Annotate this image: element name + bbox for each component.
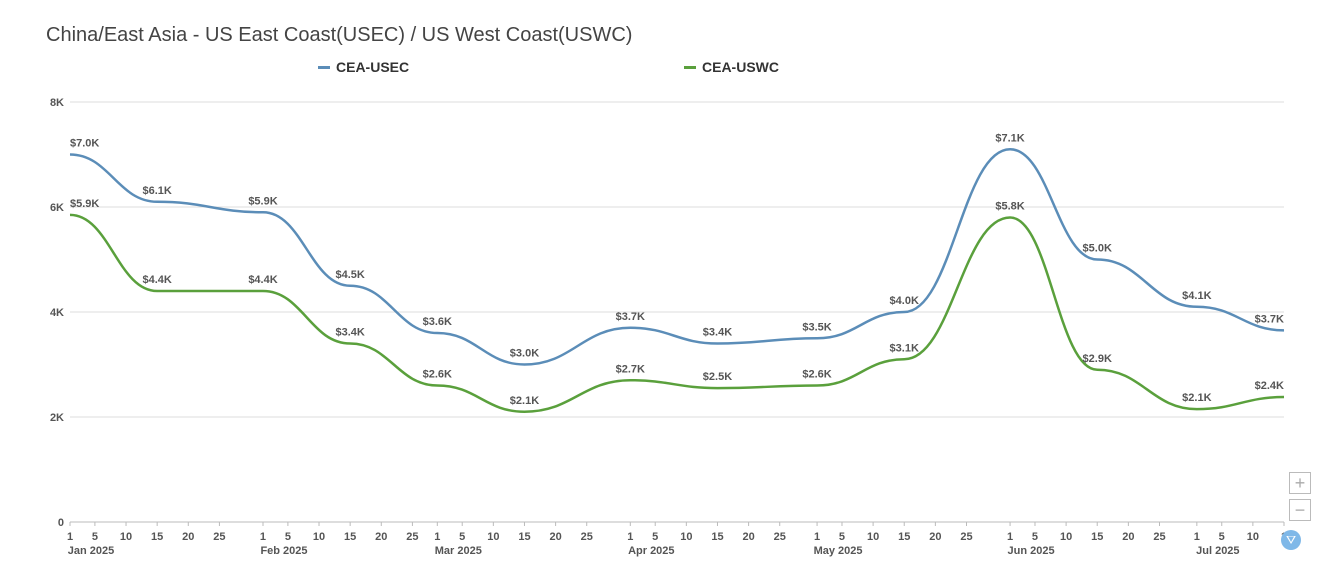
legend-swatch-uswc — [684, 65, 696, 69]
x-tick-label: 5 — [839, 531, 845, 543]
x-tick-label: 10 — [487, 531, 499, 543]
data-label: $2.9K — [1083, 353, 1112, 365]
series-line-cea-uswc — [69, 213, 1285, 414]
data-label: $3.7K — [1255, 313, 1284, 325]
data-label: $2.4K — [1255, 380, 1284, 392]
filter-icon[interactable]: ⛛ — [1281, 530, 1301, 550]
chart-title: China/East Asia - US East Coast(USEC) / … — [46, 24, 633, 46]
x-tick-label: 5 — [1032, 531, 1038, 543]
x-tick-label: 20 — [549, 531, 561, 543]
x-tick-label: 15 — [711, 531, 723, 543]
data-label: $2.6K — [802, 369, 831, 381]
x-tick-label: 20 — [1122, 531, 1134, 543]
x-tick-label: 15 — [151, 531, 163, 543]
data-label: $4.4K — [142, 274, 171, 286]
data-label: $4.0K — [890, 295, 919, 307]
legend-item-uswc[interactable]: CEA-USWC — [684, 59, 779, 75]
data-label: $3.4K — [335, 327, 364, 339]
data-label: $3.5K — [802, 321, 831, 333]
data-label: $5.9K — [70, 198, 99, 210]
data-label: $5.8K — [995, 201, 1024, 213]
data-label: $4.5K — [335, 269, 364, 281]
series-line-cea-usec — [69, 147, 1285, 366]
data-label: $5.9K — [248, 195, 277, 207]
x-tick-label: 1 — [1194, 531, 1200, 543]
x-tick-label: 5 — [285, 531, 291, 543]
x-tick-label: 5 — [652, 531, 658, 543]
data-label: $4.1K — [1182, 290, 1211, 302]
legend-label-uswc: CEA-USWC — [702, 59, 779, 75]
x-tick-label: 10 — [867, 531, 879, 543]
legend-item-usec[interactable]: CEA-USEC — [318, 59, 409, 75]
y-tick-label: 0 — [58, 517, 64, 529]
x-tick-label: 25 — [1153, 531, 1165, 543]
x-tick-label: 10 — [120, 531, 132, 543]
data-label: $2.1K — [1182, 392, 1211, 404]
x-month-label: Mar 2025 — [435, 545, 482, 557]
x-tick-label: 15 — [518, 531, 530, 543]
y-tick-label: 8K — [50, 97, 64, 109]
x-tick-label: 25 — [960, 531, 972, 543]
x-tick-label: 5 — [92, 531, 98, 543]
y-tick-label: 6K — [50, 202, 64, 214]
data-label: $3.4K — [703, 327, 732, 339]
data-label: $5.0K — [1083, 243, 1112, 255]
x-tick-label: 1 — [1007, 531, 1013, 543]
data-label: $3.7K — [616, 311, 645, 323]
x-tick-label: 20 — [182, 531, 194, 543]
x-tick-label: 25 — [213, 531, 225, 543]
legend-label-usec: CEA-USEC — [336, 59, 410, 75]
x-tick-label: 10 — [1247, 531, 1259, 543]
x-month-label: Jan 2025 — [68, 545, 114, 557]
x-tick-label: 5 — [459, 531, 465, 543]
x-tick-label: 20 — [929, 531, 941, 543]
legend-swatch-usec — [318, 65, 330, 69]
data-label: $2.7K — [616, 363, 645, 375]
x-month-label: Jun 2025 — [1008, 545, 1055, 557]
x-tick-label: 25 — [581, 531, 593, 543]
x-tick-label: 25 — [406, 531, 418, 543]
x-month-label: Apr 2025 — [628, 545, 674, 557]
x-month-label: Feb 2025 — [260, 545, 307, 557]
data-label: $2.1K — [510, 395, 539, 407]
data-label: $7.0K — [70, 138, 99, 150]
y-tick-label: 4K — [50, 307, 64, 319]
x-tick-label: 1 — [434, 531, 440, 543]
x-tick-label: 1 — [814, 531, 820, 543]
data-label: $7.1K — [995, 132, 1024, 144]
data-label: $2.5K — [703, 371, 732, 383]
x-tick-label: 1 — [260, 531, 266, 543]
x-tick-label: 10 — [1060, 531, 1072, 543]
data-label: $2.6K — [423, 369, 452, 381]
x-tick-label: 20 — [742, 531, 754, 543]
data-label: $4.4K — [248, 274, 277, 286]
x-tick-label: 5 — [1219, 531, 1225, 543]
x-tick-label: 20 — [375, 531, 387, 543]
y-tick-label: 2K — [50, 412, 64, 424]
x-tick-label: 25 — [774, 531, 786, 543]
data-label: $6.1K — [142, 185, 171, 197]
x-tick-label: 10 — [313, 531, 325, 543]
x-tick-label: 15 — [344, 531, 356, 543]
x-tick-label: 15 — [898, 531, 910, 543]
x-month-label: Jul 2025 — [1196, 545, 1239, 557]
x-tick-label: 1 — [627, 531, 633, 543]
data-label: $3.6K — [423, 316, 452, 328]
zoom-in-button[interactable]: + — [1289, 472, 1311, 494]
x-month-label: May 2025 — [814, 545, 863, 557]
x-tick-label: 1 — [67, 531, 73, 543]
zoom-out-button[interactable]: − — [1289, 499, 1311, 521]
data-label: $3.0K — [510, 348, 539, 360]
x-tick-label: 10 — [680, 531, 692, 543]
data-label: $3.1K — [890, 342, 919, 354]
x-tick-label: 15 — [1091, 531, 1103, 543]
